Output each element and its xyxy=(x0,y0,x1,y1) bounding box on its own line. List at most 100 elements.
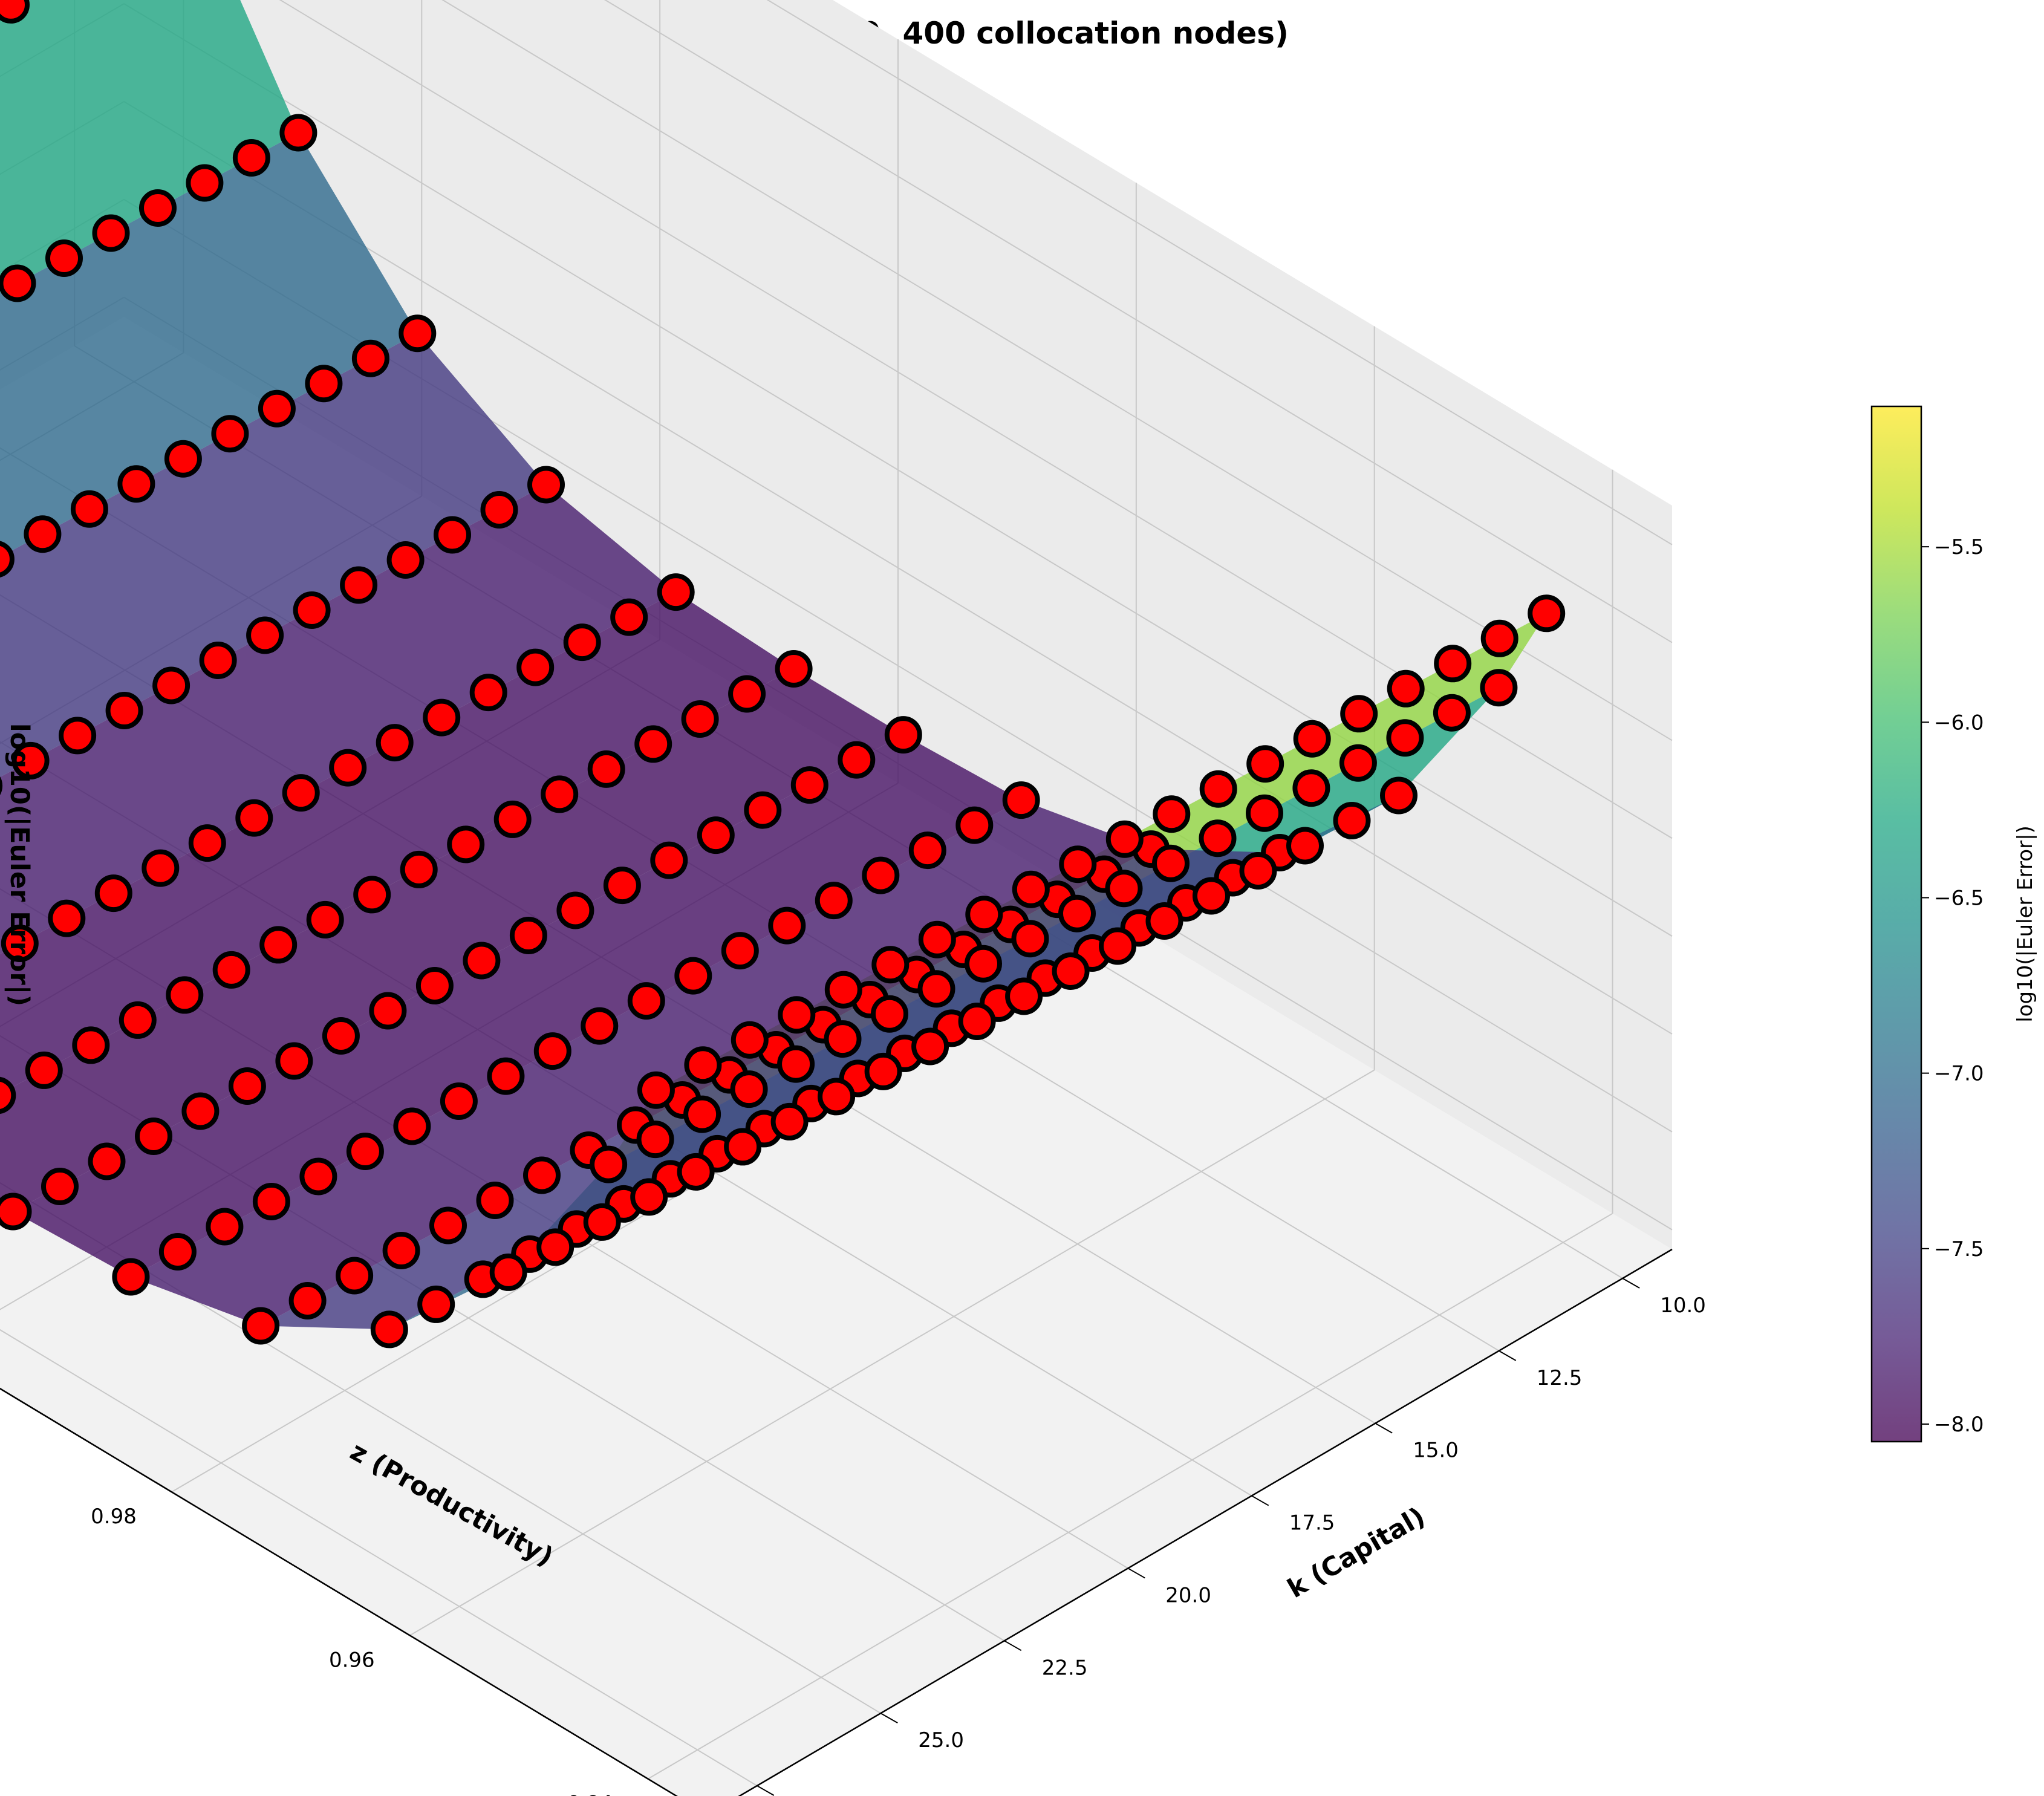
collocation-node xyxy=(965,945,1002,983)
collocation-node xyxy=(440,1082,478,1120)
collocation-node xyxy=(417,1285,455,1323)
colorbar-tick-label: −7.5 xyxy=(1934,1237,1984,1261)
collocation-node xyxy=(636,1121,674,1159)
k-tick-label: 25.0 xyxy=(918,1728,964,1752)
collocation-node xyxy=(206,1208,244,1246)
collocation-node xyxy=(1293,720,1331,758)
collocation-node xyxy=(523,1156,561,1194)
collocation-node xyxy=(681,700,719,738)
collocation-node xyxy=(1152,844,1190,882)
collocation-node xyxy=(48,899,86,937)
collocation-node xyxy=(293,591,331,629)
collocation-node xyxy=(370,1310,408,1349)
collocation-node xyxy=(1339,744,1377,782)
collocation-node xyxy=(135,1118,172,1155)
collocation-node xyxy=(463,942,501,980)
k-tick-label: 17.5 xyxy=(1289,1511,1335,1535)
collocation-node xyxy=(288,1282,327,1319)
collocation-node xyxy=(282,774,320,812)
collocation-node xyxy=(541,775,579,813)
colorbar-frame xyxy=(1870,405,1922,1443)
collocation-node xyxy=(1340,695,1378,733)
k-tick-mark xyxy=(1127,1567,1145,1579)
k-axis-line xyxy=(738,1248,1673,1796)
collocation-node xyxy=(212,951,250,989)
collocation-node xyxy=(1193,877,1230,915)
colorbar-tick-label: −7.0 xyxy=(1934,1062,1984,1086)
grid-line-z-floor xyxy=(409,1069,1375,1636)
collocation-node xyxy=(0,1192,32,1231)
collocation-node xyxy=(637,1071,675,1109)
k-tick-label: 12.5 xyxy=(1537,1366,1583,1390)
collocation-node xyxy=(279,114,317,152)
collocation-node xyxy=(1005,977,1043,1015)
collocation-node xyxy=(322,1017,360,1055)
collocation-node xyxy=(911,1027,949,1066)
collocation-node xyxy=(775,650,813,688)
collocation-node xyxy=(487,1057,525,1095)
collocation-node xyxy=(353,876,391,914)
collocation-node xyxy=(164,440,202,478)
collocation-node xyxy=(72,1026,110,1064)
collocation-node xyxy=(674,957,712,995)
error-axis-label: log10(|Euler Error|) xyxy=(4,723,34,1006)
collocation-node xyxy=(1052,952,1090,990)
surface-strip xyxy=(0,592,794,1094)
collocation-node xyxy=(0,541,15,578)
collocation-node xyxy=(1380,776,1417,815)
collocation-node xyxy=(11,741,50,779)
k-tick-mark xyxy=(880,1713,898,1724)
collocation-node xyxy=(777,1045,815,1083)
colorbar-gradient xyxy=(1872,406,1921,1442)
collocation-node xyxy=(275,1042,313,1080)
collocation-node xyxy=(117,465,155,503)
collocation-node xyxy=(92,214,130,252)
collocation-node xyxy=(376,724,414,762)
colorbar-tick-label: −6.0 xyxy=(1934,711,1984,735)
collocation-node xyxy=(1012,870,1050,908)
collocation-node xyxy=(152,666,190,704)
collocation-node xyxy=(340,566,378,604)
collocation-node xyxy=(399,314,437,353)
collocation-node xyxy=(527,466,565,504)
collocation-node xyxy=(393,1107,431,1145)
collocation-node xyxy=(299,1157,337,1196)
collocation-node xyxy=(423,698,461,737)
k-tick-label: 10.0 xyxy=(1660,1293,1706,1318)
collocation-node xyxy=(824,1020,862,1058)
collocation-node xyxy=(1246,745,1284,783)
surface-strip xyxy=(261,849,1280,1330)
collocation-node xyxy=(139,189,177,227)
surface-strip xyxy=(0,333,546,778)
collocation-node xyxy=(70,490,108,528)
collocation-node xyxy=(415,967,454,1004)
collocation-node xyxy=(386,541,425,579)
collocation-node xyxy=(917,970,955,1008)
k-tick-mark xyxy=(1375,1422,1393,1434)
collocation-node xyxy=(587,750,625,788)
z-tick-mark xyxy=(155,1482,172,1493)
collocation-node xyxy=(0,264,36,302)
collocation-node xyxy=(242,1307,280,1345)
collocation-node xyxy=(1099,927,1137,965)
collocation-node xyxy=(1145,902,1183,940)
collocation-node xyxy=(1387,669,1425,708)
collocation-node xyxy=(630,1178,668,1216)
collocation-node xyxy=(744,791,782,829)
collocation-node xyxy=(259,926,298,964)
collocation-node xyxy=(493,800,532,838)
collocation-node xyxy=(650,841,688,879)
collocation-node xyxy=(730,1070,768,1108)
collocation-node xyxy=(871,946,910,984)
collocation-node xyxy=(24,515,62,553)
grid-line-e-right xyxy=(441,0,1673,741)
collocation-node xyxy=(731,1021,769,1059)
collocation-node xyxy=(166,976,204,1014)
collocation-node xyxy=(677,1153,715,1191)
collocation-node xyxy=(721,932,759,970)
collocation-node xyxy=(728,675,766,713)
collocation-node xyxy=(824,971,862,1009)
collocation-node xyxy=(768,906,806,945)
collocation-node xyxy=(0,0,30,24)
